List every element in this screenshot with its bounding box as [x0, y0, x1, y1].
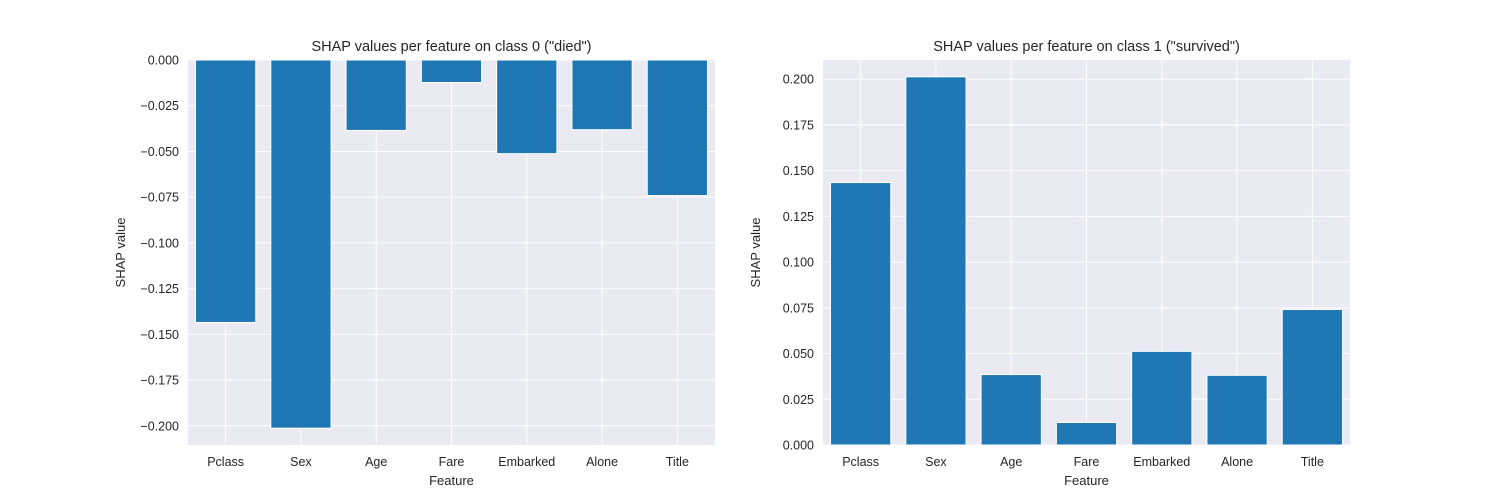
x-tick-label: Alone	[586, 455, 618, 469]
bar-fare	[1055, 422, 1118, 446]
bars	[195, 59, 708, 429]
x-axis-label: Feature	[1064, 473, 1109, 488]
y-tick-label: −0.150	[140, 328, 179, 342]
tick-labels: 0.000 0.025 0.050 0.075 0.100 0.125 0.150 0.175…	[783, 73, 1324, 469]
bar-alone	[571, 59, 633, 131]
y-tick-label: 0.125	[783, 210, 814, 224]
bar-sex	[905, 76, 967, 446]
x-tick-label: Title	[1301, 455, 1324, 469]
bar-title	[1281, 308, 1343, 446]
x-tick-label: Embarked	[1133, 455, 1190, 469]
x-tick-label: Age	[1000, 455, 1022, 469]
bar-pclass	[830, 182, 892, 446]
x-tick-label: Embarked	[498, 455, 555, 469]
bar-fare	[420, 59, 483, 83]
y-tick-label: 0.000	[783, 439, 814, 453]
bar-sex	[270, 59, 332, 429]
y-tick-label: −0.025	[140, 99, 179, 113]
y-tick-label: 0.150	[783, 164, 814, 178]
y-tick-label: 0.050	[783, 347, 814, 361]
x-tick-label: Pclass	[207, 455, 244, 469]
x-tick-label: Fare	[439, 455, 465, 469]
x-tick-label: Title	[666, 455, 689, 469]
y-tick-label: 0.100	[783, 256, 814, 270]
y-tick-label: −0.125	[140, 282, 179, 296]
y-axis-label: SHAP value	[113, 218, 128, 288]
y-axis-label: SHAP value	[748, 218, 763, 288]
bar-pclass	[195, 59, 257, 323]
y-tick-label: −0.100	[140, 236, 179, 250]
y-tick-label: 0.075	[783, 301, 814, 315]
x-tick-label: Fare	[1074, 455, 1100, 469]
chart-died: 0.000 −0.025 −0.050 −0.075 −0.100 −0.125 −0.15…	[113, 39, 715, 488]
chart-title: SHAP values per feature on class 0 ("die…	[311, 39, 591, 55]
bar-age	[345, 59, 407, 131]
tick-labels: 0.000 −0.025 −0.050 −0.075 −0.100 −0.125 −0.15…	[140, 54, 689, 470]
x-tick-label: Sex	[925, 455, 947, 469]
y-tick-label: 0.025	[783, 393, 814, 407]
bar-embarked	[496, 59, 558, 155]
bar-age	[980, 374, 1042, 446]
bar-embarked	[1131, 350, 1193, 446]
y-tick-label: −0.075	[140, 191, 179, 205]
bar-alone	[1206, 374, 1268, 446]
x-tick-label: Sex	[290, 455, 312, 469]
y-tick-label: −0.175	[140, 374, 179, 388]
bar-title	[646, 59, 708, 197]
chart-survived: 0.000 0.025 0.050 0.075 0.100 0.125 0.150 0.175…	[748, 39, 1350, 488]
y-tick-label: 0.175	[783, 118, 814, 132]
x-tick-label: Alone	[1221, 455, 1253, 469]
x-axis-label: Feature	[429, 473, 474, 488]
y-tick-label: −0.200	[140, 419, 179, 433]
y-tick-label: 0.000	[148, 54, 179, 68]
y-tick-label: 0.200	[783, 73, 814, 87]
chart-title: SHAP values per feature on class 1 ("sur…	[933, 39, 1240, 55]
x-tick-label: Pclass	[842, 455, 879, 469]
x-tick-label: Age	[365, 455, 387, 469]
bars	[830, 76, 1343, 446]
y-tick-label: −0.050	[140, 145, 179, 159]
